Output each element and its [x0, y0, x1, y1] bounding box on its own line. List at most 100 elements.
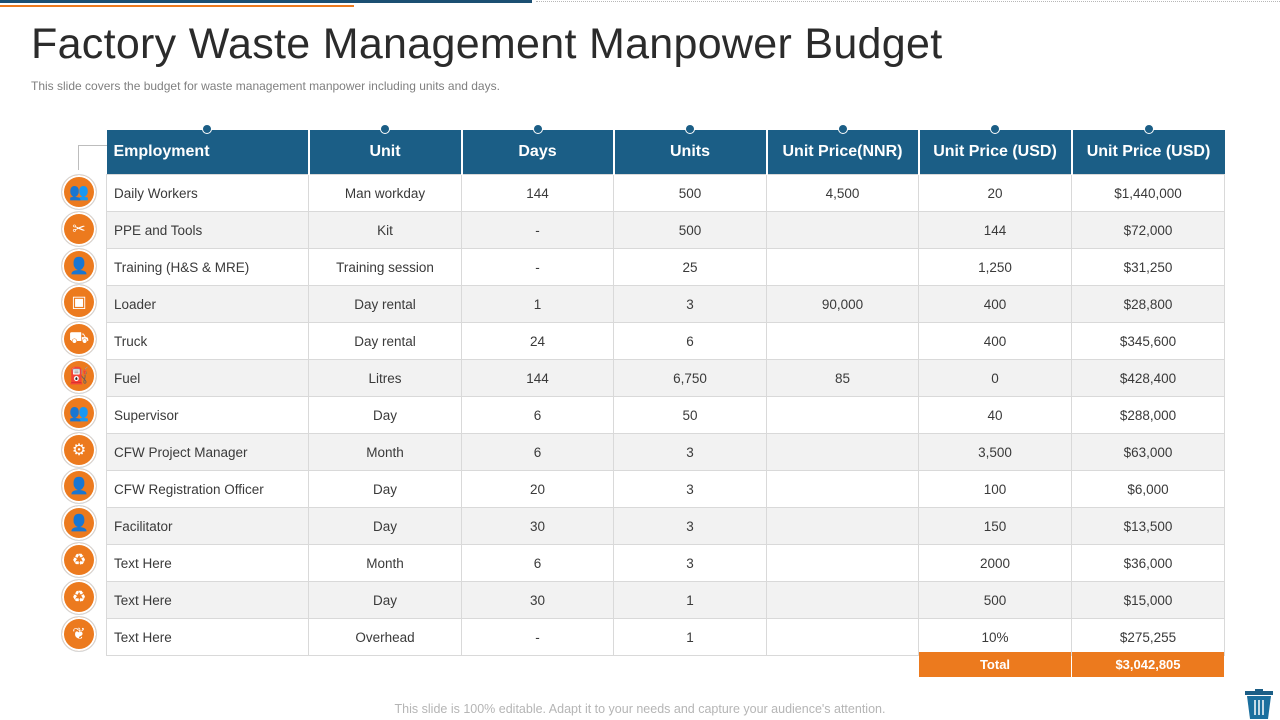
unit-price-usd-cell: 10%	[918, 618, 1072, 656]
total-price-usd-cell: $36,000	[1071, 544, 1225, 582]
tools-icon: ✂	[61, 210, 97, 247]
units-cell: 3	[613, 544, 767, 582]
units-cell: 50	[613, 396, 767, 434]
recycle-icon: ♻	[61, 578, 97, 615]
total-price-usd-cell: $288,000	[1071, 396, 1225, 434]
unit-price-usd-cell: 400	[918, 285, 1072, 323]
unit-price-nnr-cell	[766, 433, 919, 471]
unit-price-nnr-cell	[766, 507, 919, 545]
table-header-row: Employment Unit Days Units Unit Price(NN…	[106, 124, 1225, 175]
footer-note: This slide is 100% editable. Adapt it to…	[394, 702, 886, 716]
unit-cell: Day	[308, 470, 462, 508]
table-row: Supervisor Day 6 50 40 $288,000	[106, 396, 1225, 434]
unit-price-nnr-cell	[766, 618, 919, 656]
total-price-usd-cell: $31,250	[1071, 248, 1225, 286]
units-cell: 6	[613, 322, 767, 360]
unit-price-nnr-cell	[766, 581, 919, 619]
header-total-price-usd: Unit Price (USD)	[1071, 124, 1225, 175]
total-price-usd-cell: $15,000	[1071, 581, 1225, 619]
employment-cell: Facilitator	[106, 507, 309, 545]
total-price-usd-cell: $63,000	[1071, 433, 1225, 471]
days-cell: 20	[461, 470, 614, 508]
table-row: Truck Day rental 24 6 400 $345,600	[106, 322, 1225, 360]
header-unit-price-nnr: Unit Price(NNR)	[766, 124, 920, 175]
employment-cell: Text Here	[106, 581, 309, 619]
units-cell: 3	[613, 507, 767, 545]
unit-price-nnr-cell: 4,500	[766, 174, 919, 212]
unit-price-usd-cell: 1,250	[918, 248, 1072, 286]
employment-cell: Loader	[106, 285, 309, 323]
unit-price-nnr-cell	[766, 470, 919, 508]
unit-price-usd-cell: 20	[918, 174, 1072, 212]
total-price-usd-cell: $1,440,000	[1071, 174, 1225, 212]
table-row: Facilitator Day 30 3 150 $13,500	[106, 507, 1225, 545]
days-cell: 1	[461, 285, 614, 323]
unit-cell: Month	[308, 433, 462, 471]
total-price-usd-cell: $6,000	[1071, 470, 1225, 508]
unit-price-nnr-cell	[766, 322, 919, 360]
employment-cell: Daily Workers	[106, 174, 309, 212]
unit-price-usd-cell: 400	[918, 322, 1072, 360]
unit-cell: Training session	[308, 248, 462, 286]
total-price-usd-cell: $275,255	[1071, 618, 1225, 656]
leaf-icon: ❦	[61, 615, 97, 652]
header-employment: Employment	[106, 124, 310, 175]
days-cell: -	[461, 248, 614, 286]
total-label: Total	[919, 652, 1071, 677]
facilitator-icon: 👤	[61, 505, 97, 542]
connector-line	[78, 145, 107, 170]
table-row: Training (H&S & MRE) Training session -25 1…	[106, 248, 1225, 286]
employment-cell: Text Here	[106, 544, 309, 582]
employment-cell: Supervisor	[106, 396, 309, 434]
page-title: Factory Waste Management Manpower Budget	[31, 20, 943, 68]
days-cell: 6	[461, 544, 614, 582]
header-units: Units	[613, 124, 768, 175]
unit-price-nnr-cell	[766, 396, 919, 434]
employment-cell: Truck	[106, 322, 309, 360]
unit-cell: Man workday	[308, 174, 462, 212]
days-cell: -	[461, 618, 614, 656]
unit-cell: Litres	[308, 359, 462, 397]
days-cell: -	[461, 211, 614, 249]
manager-icon: ⚙	[61, 431, 97, 468]
days-cell: 30	[461, 581, 614, 619]
days-cell: 6	[461, 433, 614, 471]
employment-cell: Text Here	[106, 618, 309, 656]
employment-cell: Training (H&S & MRE)	[106, 248, 309, 286]
units-cell: 500	[613, 174, 767, 212]
employment-cell: PPE and Tools	[106, 211, 309, 249]
days-cell: 6	[461, 396, 614, 434]
total-price-usd-cell: $428,400	[1071, 359, 1225, 397]
unit-price-nnr-cell: 85	[766, 359, 919, 397]
table-row: Daily Workers Man workday 144 500 4,500 20 $1,…	[106, 174, 1225, 212]
unit-price-nnr-cell	[766, 544, 919, 582]
trash-bin-icon	[1245, 689, 1273, 719]
unit-cell: Day rental	[308, 322, 462, 360]
recycle-bin-icon: ♻	[61, 542, 97, 578]
unit-cell: Day rental	[308, 285, 462, 323]
header-days: Days	[461, 124, 615, 175]
days-cell: 144	[461, 359, 614, 397]
unit-price-usd-cell: 500	[918, 581, 1072, 619]
top-dotted-line	[536, 1, 1280, 2]
days-cell: 24	[461, 322, 614, 360]
units-cell: 3	[613, 285, 767, 323]
table-row: Text Here Overhead -1 10% $275,255	[106, 618, 1225, 656]
table-row: CFW Registration Officer Day 20 3 100 $6,000	[106, 470, 1225, 508]
unit-price-usd-cell: 40	[918, 396, 1072, 434]
unit-price-usd-cell: 0	[918, 359, 1072, 397]
unit-price-usd-cell: 2000	[918, 544, 1072, 582]
fuel-icon: ⛽	[61, 358, 97, 394]
table-row: Text Here Day 30 1 500 $15,000	[106, 581, 1225, 619]
table-row: Text Here Month 6 3 2000 $36,000	[106, 544, 1225, 582]
total-price-usd-cell: $345,600	[1071, 322, 1225, 360]
header-unit: Unit	[308, 124, 463, 175]
unit-price-nnr-cell	[766, 211, 919, 249]
header-unit-price-usd: Unit Price (USD)	[918, 124, 1073, 175]
total-value: $3,042,805	[1072, 652, 1224, 677]
table-row: CFW Project Manager Month 6 3 3,500 $63,000	[106, 433, 1225, 471]
unit-price-usd-cell: 3,500	[918, 433, 1072, 471]
unit-cell: Day	[308, 396, 462, 434]
budget-table: Employment Unit Days Units Unit Price(NN…	[106, 124, 1225, 656]
truck-icon: ⛟	[61, 321, 97, 358]
